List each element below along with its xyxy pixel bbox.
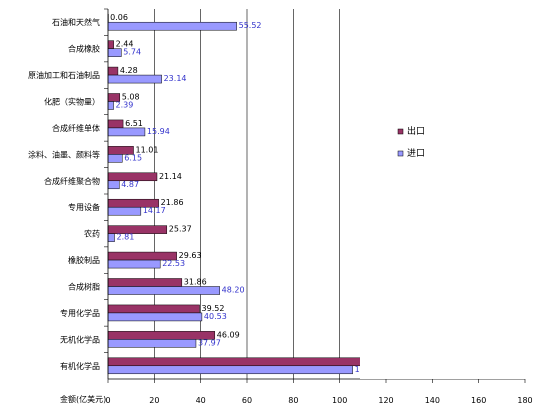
category-label-13: 有机化学品 [60,361,100,371]
category-label-4: 合成纤维单体 [52,123,100,133]
category-label-10: 合成树脂 [68,282,100,292]
value-label-export-2: 4.28 [120,66,138,75]
value-label-import-10: 48.20 [222,286,245,295]
category-label-1: 合成橡胶 [68,44,100,54]
x-tick-label-100: 100 [332,396,347,405]
bar-import-9 [107,259,161,269]
category-label-12: 无机化学品 [60,334,100,344]
x-tick-label-20: 20 [149,396,159,405]
x-tick-label-180: 180 [517,396,532,405]
bar-import-13 [107,365,353,375]
x-tick-label-0: 0 [105,396,110,405]
bar-import-8 [107,233,115,242]
category-label-6: 合成纤维聚合物 [44,176,100,186]
x-tick-label-160: 160 [471,396,486,405]
value-label-import-6: 4.87 [121,180,139,189]
value-label-export-5: 11.01 [136,145,159,154]
value-label-export-10: 31.86 [184,278,207,287]
value-label-import-2: 23.14 [164,74,187,83]
category-label-7: 专用设备 [68,202,100,212]
x-tick-label-140: 140 [425,396,440,405]
bar-import-5 [107,154,123,163]
value-label-import-7: 14.17 [143,206,166,215]
category-label-8: 农药 [84,229,100,239]
value-label-import-8: 2.81 [117,233,135,242]
category-label-3: 化肥（实物量） [44,97,100,107]
bar-import-10 [107,286,220,295]
value-label-import-9: 22.53 [162,259,185,268]
value-label-import-1: 5.74 [123,48,141,57]
bar-export-2 [107,66,119,76]
value-label-import-0: 55.52 [239,21,262,30]
value-label-export-6: 21.14 [159,172,182,181]
value-label-import-12: 37.97 [198,338,221,347]
value-label-import-11: 40.53 [204,312,227,321]
value-label-import-5: 6.15 [124,153,142,162]
value-label-export-9: 29.63 [179,251,202,260]
value-label-export-1: 2.44 [116,40,134,49]
bars [107,13,463,375]
bar-import-7 [107,206,142,216]
bar-export-10 [107,278,183,287]
category-label-11: 专用化学品 [60,308,100,318]
value-label-export-8: 25.37 [169,225,192,234]
bar-export-4 [107,119,124,129]
value-label-export-0: 0.06 [110,13,128,22]
legend-swatch-export [397,128,404,135]
bar-import-4 [107,127,146,137]
legend-label-export: 出口 [407,125,425,137]
x-axis-title: 金额(亿美元) [60,394,106,404]
x-tick-label-80: 80 [288,396,298,405]
category-label-2: 原油加工和石油制品 [28,70,100,80]
bar-import-12 [107,339,197,348]
value-label-import-3: 2.39 [116,101,134,110]
bar-import-0 [107,21,237,31]
value-label-export-7: 21.86 [161,198,184,207]
bar-import-2 [107,74,162,84]
value-label-export-3: 5.08 [122,93,140,102]
bar-export-11 [107,304,200,314]
value-label-import-4: 15.94 [147,127,170,136]
x-tick-label-120: 120 [378,396,393,405]
value-label-export-11: 39.52 [202,304,225,313]
bar-import-1 [107,48,122,57]
bar-import-11 [107,312,203,322]
x-tick-label-40: 40 [196,396,206,405]
category-label-5: 涂料、油墨、颜料等 [28,149,100,159]
value-label-export-12: 46.09 [217,330,240,339]
category-label-9: 橡胶制品 [68,255,100,265]
legend-label-import: 进口 [407,148,425,159]
category-label-0: 石油和天然气 [52,17,100,27]
value-label-export-4: 6.51 [125,119,143,128]
bar-export-1 [107,40,114,49]
bar-import-6 [107,180,120,190]
legend-swatch-import [397,150,404,157]
x-tick-label-60: 60 [242,396,252,405]
bar-import-3 [107,101,114,110]
legend: 出口 进口 [360,9,542,379]
